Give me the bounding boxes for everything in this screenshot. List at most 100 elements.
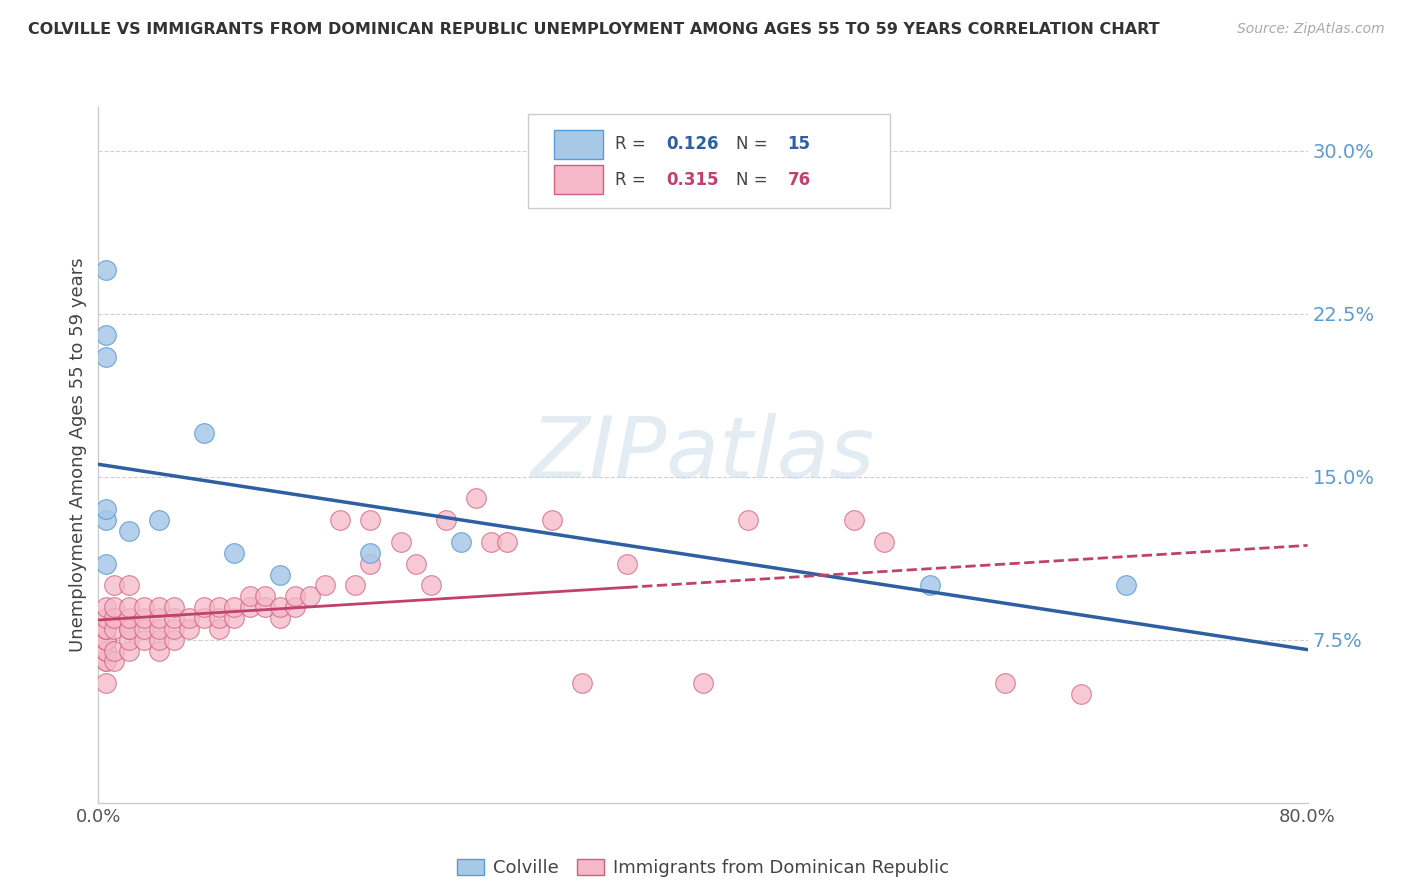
Point (1070, 687, 1092, 701)
Point (163, 611, 186, 625)
FancyBboxPatch shape (554, 130, 603, 159)
Point (148, 632, 170, 647)
Point (94, 643, 117, 657)
Point (344, 578, 367, 592)
Point (94, 632, 117, 647)
Point (465, 491, 488, 506)
Point (269, 567, 291, 582)
Point (873, 535, 896, 549)
Point (193, 600, 215, 615)
FancyBboxPatch shape (527, 114, 890, 208)
Point (103, 643, 125, 657)
Text: R =: R = (614, 135, 651, 153)
Point (103, 655, 125, 669)
Text: 0.315: 0.315 (666, 171, 720, 189)
Point (269, 611, 291, 625)
Point (132, 611, 155, 625)
Point (420, 578, 443, 592)
FancyBboxPatch shape (554, 165, 603, 194)
Point (94, 643, 117, 657)
Legend: Colville, Immigrants from Dominican Republic: Colville, Immigrants from Dominican Repu… (457, 859, 949, 877)
Point (148, 513, 170, 527)
Point (148, 622, 170, 636)
Point (118, 600, 141, 615)
Point (94, 676, 117, 690)
Point (224, 611, 246, 625)
Point (148, 600, 170, 615)
Text: 0.126: 0.126 (666, 135, 720, 153)
Point (269, 600, 291, 615)
Point (844, 513, 866, 527)
Point (118, 632, 141, 647)
Point (692, 676, 714, 690)
Text: N =: N = (735, 135, 772, 153)
Point (94, 557, 117, 571)
Point (148, 643, 170, 657)
Point (314, 578, 336, 592)
Point (918, 578, 941, 592)
Point (284, 600, 307, 615)
Point (94, 622, 117, 636)
Point (253, 600, 276, 615)
Point (94, 263, 117, 277)
Point (94, 632, 117, 647)
Point (94, 622, 117, 636)
Y-axis label: Unemployment Among Ages 55 to 59 years: Unemployment Among Ages 55 to 59 years (69, 258, 87, 652)
Text: 76: 76 (787, 171, 811, 189)
Point (94, 350, 117, 364)
Point (737, 513, 759, 527)
Point (103, 600, 125, 615)
Text: Source: ZipAtlas.com: Source: ZipAtlas.com (1237, 22, 1385, 37)
Point (132, 632, 155, 647)
Point (94, 600, 117, 615)
Point (540, 513, 562, 527)
Point (481, 535, 503, 549)
Point (434, 513, 457, 527)
Point (118, 643, 141, 657)
Point (94, 502, 117, 516)
Point (179, 622, 201, 636)
Point (148, 611, 170, 625)
Point (405, 557, 427, 571)
Point (193, 426, 215, 441)
Point (94, 513, 117, 527)
Point (450, 535, 472, 549)
Point (118, 524, 141, 538)
Point (239, 589, 262, 603)
Point (284, 589, 307, 603)
Point (360, 557, 382, 571)
Point (360, 546, 382, 560)
Point (1115, 578, 1137, 592)
Point (389, 535, 412, 549)
Point (94, 328, 117, 343)
Text: R =: R = (614, 171, 651, 189)
Point (118, 578, 141, 592)
Point (118, 611, 141, 625)
Point (163, 622, 186, 636)
Point (94, 611, 117, 625)
Point (208, 600, 231, 615)
Text: ZIPatlas: ZIPatlas (531, 413, 875, 497)
Point (103, 578, 125, 592)
Point (253, 589, 276, 603)
Point (571, 676, 593, 690)
Point (994, 676, 1017, 690)
Point (360, 513, 382, 527)
Point (616, 557, 638, 571)
Point (224, 600, 246, 615)
Point (163, 632, 186, 647)
Point (132, 600, 155, 615)
Point (495, 535, 517, 549)
Point (239, 600, 262, 615)
Point (103, 611, 125, 625)
Text: 15: 15 (787, 135, 811, 153)
Point (94, 655, 117, 669)
Text: N =: N = (735, 171, 772, 189)
Point (103, 622, 125, 636)
Text: COLVILLE VS IMMIGRANTS FROM DOMINICAN REPUBLIC UNEMPLOYMENT AMONG AGES 55 TO 59 : COLVILLE VS IMMIGRANTS FROM DOMINICAN RE… (28, 22, 1160, 37)
Point (94, 655, 117, 669)
Point (208, 622, 231, 636)
Point (179, 611, 201, 625)
Point (299, 589, 322, 603)
Point (329, 513, 352, 527)
